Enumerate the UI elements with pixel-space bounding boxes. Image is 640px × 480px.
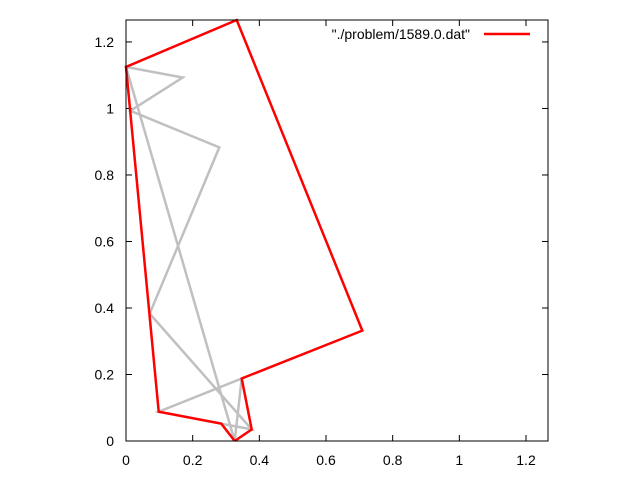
y-tick-label: 1 (106, 100, 114, 116)
y-tick-label: 1.2 (95, 34, 115, 50)
x-tick-label: 1.2 (516, 452, 536, 468)
x-tick-label: 0.4 (250, 452, 270, 468)
x-tick-label: 1 (455, 452, 463, 468)
x-tick-label: 0.2 (183, 452, 203, 468)
y-tick-label: 0.4 (95, 300, 115, 316)
y-tick-label: 0.8 (95, 167, 115, 183)
legend-label: "./problem/1589.0.dat" (332, 26, 470, 42)
x-tick-label: 0 (122, 452, 130, 468)
y-tick-label: 0.2 (95, 366, 115, 382)
tick-labels-layer: 0 0.2 0.4 0.6 0.8 1 1.2 0 0.2 0.4 0.6 0.8 1 1.2 (95, 34, 536, 468)
x-tick-label: 0.8 (383, 452, 403, 468)
x-tick-label: 0.6 (316, 452, 336, 468)
y-tick-label: 0 (106, 433, 114, 449)
legend: "./problem/1589.0.dat" (332, 26, 530, 42)
y-tick-label: 0.6 (95, 233, 115, 249)
plot-frame (125, 19, 549, 442)
